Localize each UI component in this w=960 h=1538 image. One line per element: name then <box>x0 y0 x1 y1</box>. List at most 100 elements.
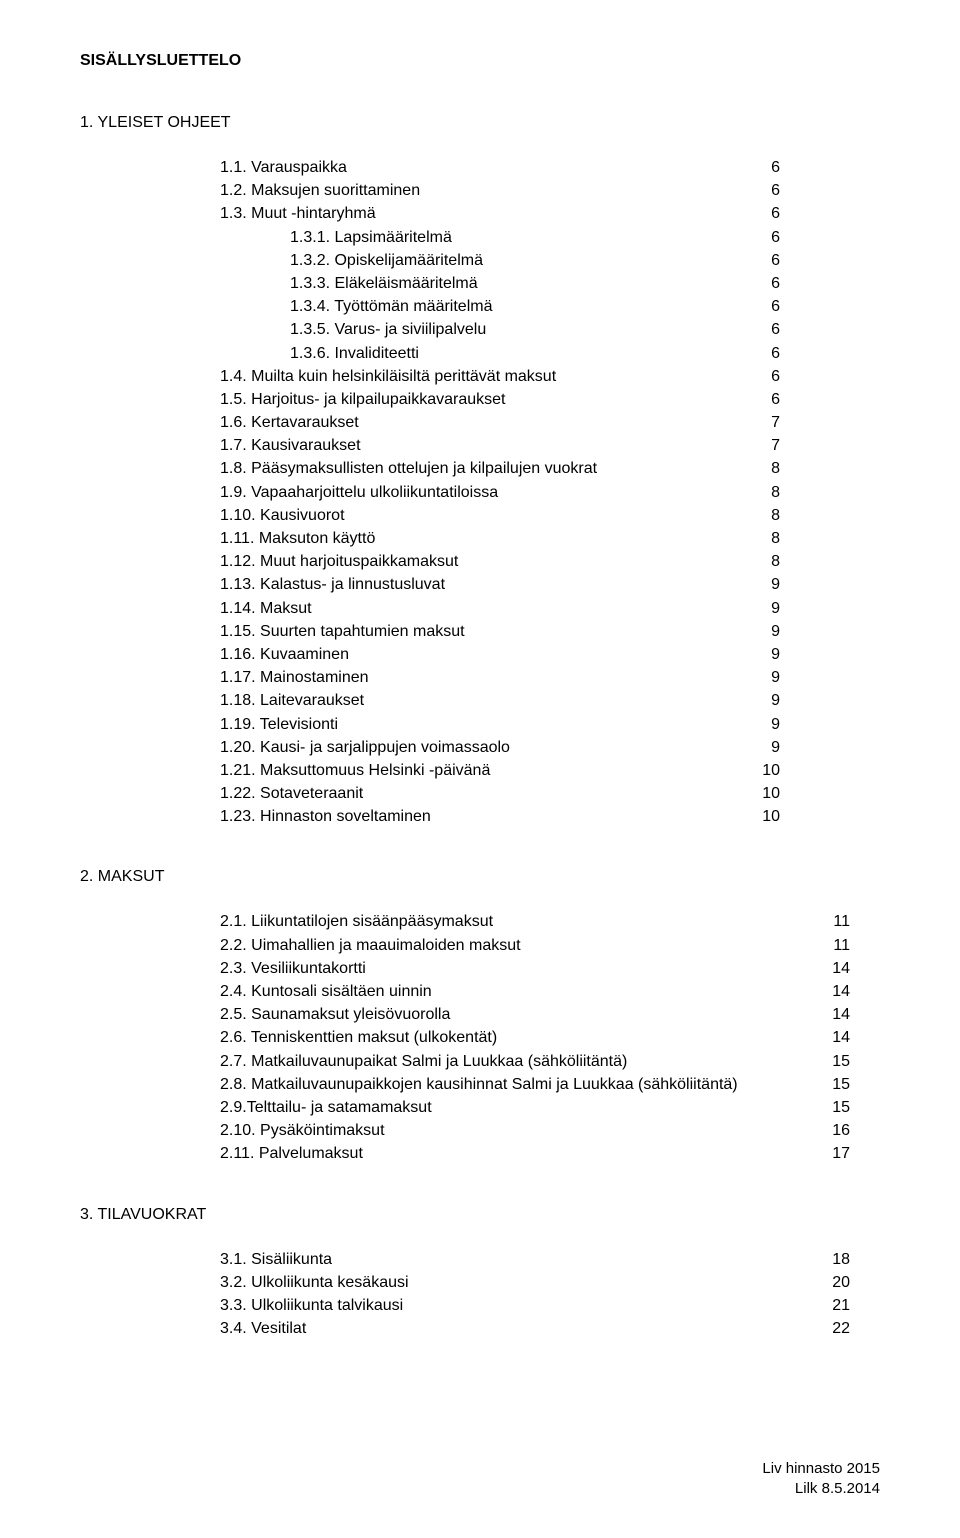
toc-entry-page: 6 <box>750 365 780 388</box>
page: SISÄLLYSLUETTELO 1. YLEISET OHJEET 1.1. V… <box>0 0 960 1538</box>
toc-entry: 1.3.5. Varus- ja siviilipalvelu6 <box>80 318 780 341</box>
toc-entry-page: 9 <box>750 736 780 759</box>
toc-entry: 1.8. Pääsymaksullisten ottelujen ja kilp… <box>80 457 780 480</box>
toc-entry-label: 1.18. Laitevaraukset <box>220 689 364 712</box>
toc-entry-label: 1.2. Maksujen suorittaminen <box>220 179 420 202</box>
toc-entry-page: 9 <box>750 689 780 712</box>
toc-entry: 1.16. Kuvaaminen 9 <box>80 643 780 666</box>
toc-entry: 1.11. Maksuton käyttö 8 <box>80 527 780 550</box>
document-title: SISÄLLYSLUETTELO <box>80 52 880 70</box>
toc-entry: 1.20. Kausi- ja sarjalippujen voimassaol… <box>80 736 780 759</box>
toc-entry-label: 1.4. Muilta kuin helsinkiläisiltä peritt… <box>220 365 556 388</box>
toc-entry-page: 9 <box>750 643 780 666</box>
toc-entry-page: 20 <box>812 1271 850 1294</box>
toc-entry-label: 2.10. Pysäköintimaksut <box>220 1119 385 1142</box>
toc-entry: 1.1. Varauspaikka6 <box>80 156 780 179</box>
toc-entry-page: 8 <box>750 527 780 550</box>
toc-entry-page: 15 <box>812 1050 850 1073</box>
toc-entry-page: 6 <box>750 295 780 318</box>
toc-entry-label: 2.4. Kuntosali sisältäen uinnin <box>220 980 432 1003</box>
toc-entry: 1.3.2. Opiskelijamääritelmä6 <box>80 249 780 272</box>
toc-entry: 3.4. Vesitilat22 <box>80 1317 850 1340</box>
toc-entry: 1.23. Hinnaston soveltaminen10 <box>80 805 780 828</box>
toc-entry-page: 10 <box>742 759 780 782</box>
toc-entry-page: 9 <box>750 713 780 736</box>
toc-entry-page: 8 <box>750 550 780 573</box>
toc-entry-page: 6 <box>750 202 780 225</box>
toc-entry-label: 2.3. Vesiliikuntakortti <box>220 957 366 980</box>
toc-entry-page: 9 <box>750 666 780 689</box>
toc-entry: 1.3.4. Työttömän määritelmä6 <box>80 295 780 318</box>
toc-entry-page: 22 <box>812 1317 850 1340</box>
toc-entry-page: 9 <box>750 620 780 643</box>
toc-entry-page: 14 <box>812 1003 850 1026</box>
toc-entry-label: 1.23. Hinnaston soveltaminen <box>220 805 431 828</box>
toc-entry-label: 1.7. Kausivaraukset <box>220 434 361 457</box>
toc-entry-label: 1.11. Maksuton käyttö <box>220 527 375 550</box>
toc-entry-label: 1.22. Sotaveteraanit <box>220 782 363 805</box>
toc-entry-label: 2.1. Liikuntatilojen sisäänpääsymaksut <box>220 910 493 933</box>
toc-section: 2. MAKSUT2.1. Liikuntatilojen sisäänpääs… <box>80 868 880 1165</box>
toc-entry-page: 15 <box>812 1096 850 1119</box>
toc-entry-page: 15 <box>812 1073 850 1096</box>
toc-entry-label: 1.6. Kertavaraukset <box>220 411 359 434</box>
toc-entry: 2.1. Liikuntatilojen sisäänpääsymaksut11 <box>80 910 850 933</box>
toc-entry-label: 2.5. Saunamaksut yleisövuorolla <box>220 1003 450 1026</box>
toc-entry: 1.3.6. Invaliditeetti6 <box>80 342 780 365</box>
toc-entry-label: 1.8. Pääsymaksullisten ottelujen ja kilp… <box>220 457 597 480</box>
toc-entry: 2.8. Matkailuvaunupaikkojen kausihinnat … <box>80 1073 850 1096</box>
toc-entry: 1.4. Muilta kuin helsinkiläisiltä peritt… <box>80 365 780 388</box>
toc-entry-page: 6 <box>750 388 780 411</box>
toc-entry: 1.2. Maksujen suorittaminen6 <box>80 179 780 202</box>
toc-entry: 2.6. Tenniskenttien maksut (ulkokentät)1… <box>80 1026 850 1049</box>
toc-entry-page: 21 <box>812 1294 850 1317</box>
toc-entry-page: 6 <box>750 342 780 365</box>
toc-entry-label: 1.3. Muut -hintaryhmä <box>220 202 376 225</box>
toc-entry: 1.14. Maksut9 <box>80 597 780 620</box>
toc-entry-label: 1.14. Maksut <box>220 597 312 620</box>
toc-entry: 3.1. Sisäliikunta18 <box>80 1248 850 1271</box>
toc-entry-page: 16 <box>812 1119 850 1142</box>
toc-entry-label: 2.7. Matkailuvaunupaikat Salmi ja Luukka… <box>220 1050 627 1073</box>
toc-entry-page: 9 <box>750 573 780 596</box>
toc-entry: 2.7. Matkailuvaunupaikat Salmi ja Luukka… <box>80 1050 850 1073</box>
section-heading: 3. TILAVUOKRAT <box>80 1206 880 1224</box>
toc-entry: 1.5. Harjoitus- ja kilpailupaikkavarauks… <box>80 388 780 411</box>
toc-entry-page: 8 <box>750 457 780 480</box>
toc-entry: 1.15. Suurten tapahtumien maksut9 <box>80 620 780 643</box>
toc-entry: 2.2. Uimahallien ja maauimaloiden maksut… <box>80 934 850 957</box>
toc-entry-page: 17 <box>812 1142 850 1165</box>
toc-entry-page: 8 <box>750 481 780 504</box>
toc-entry-label: 1.16. Kuvaaminen <box>220 643 349 666</box>
toc-entry: 1.9. Vapaaharjoittelu ulkoliikuntatilois… <box>80 481 780 504</box>
footer-line-2: Lilk 8.5.2014 <box>762 1479 880 1499</box>
toc-entry: 3.2. Ulkoliikunta kesäkausi20 <box>80 1271 850 1294</box>
toc-sections: 1. YLEISET OHJEET 1.1. Varauspaikka61.2. … <box>80 114 880 1340</box>
toc-entry: 1.6. Kertavaraukset7 <box>80 411 780 434</box>
toc-entry-label: 2.11. Palvelumaksut <box>220 1142 363 1165</box>
toc-entry-page: 6 <box>750 156 780 179</box>
toc-entry-label: 1.5. Harjoitus- ja kilpailupaikkavarauks… <box>220 388 505 411</box>
toc-entry: 1.13. Kalastus- ja linnustusluvat9 <box>80 573 780 596</box>
toc-entry: 1.7. Kausivaraukset7 <box>80 434 780 457</box>
toc-entry: 1.10. Kausivuorot8 <box>80 504 780 527</box>
toc-entry-page: 18 <box>812 1248 850 1271</box>
toc-entry: 3.3. Ulkoliikunta talvikausi 21 <box>80 1294 850 1317</box>
toc-entry-page: 14 <box>812 957 850 980</box>
toc-entry-label: 2.8. Matkailuvaunupaikkojen kausihinnat … <box>220 1073 738 1096</box>
toc-entry: 1.3. Muut -hintaryhmä 6 <box>80 202 780 225</box>
toc-entry-label: 3.3. Ulkoliikunta talvikausi <box>220 1294 403 1317</box>
toc-section: 1. YLEISET OHJEET 1.1. Varauspaikka61.2. … <box>80 114 880 828</box>
section-heading: 1. YLEISET OHJEET <box>80 114 880 132</box>
toc-entry: 2.3. Vesiliikuntakortti 14 <box>80 957 850 980</box>
toc-entry-label: 1.17. Mainostaminen <box>220 666 369 689</box>
toc-entry-label: 1.12. Muut harjoituspaikkamaksut <box>220 550 458 573</box>
toc-entry-page: 10 <box>742 782 780 805</box>
toc-entry-label: 1.3.5. Varus- ja siviilipalvelu <box>290 318 486 341</box>
page-footer: Liv hinnasto 2015 Lilk 8.5.2014 <box>762 1459 880 1498</box>
toc-entry-page: 6 <box>750 249 780 272</box>
toc-entry: 2.9.Telttailu- ja satamamaksut15 <box>80 1096 850 1119</box>
toc-entry: 1.12. Muut harjoituspaikkamaksut 8 <box>80 550 780 573</box>
toc-entry-page: 8 <box>750 504 780 527</box>
toc-entry-label: 1.3.1. Lapsimääritelmä <box>290 226 452 249</box>
